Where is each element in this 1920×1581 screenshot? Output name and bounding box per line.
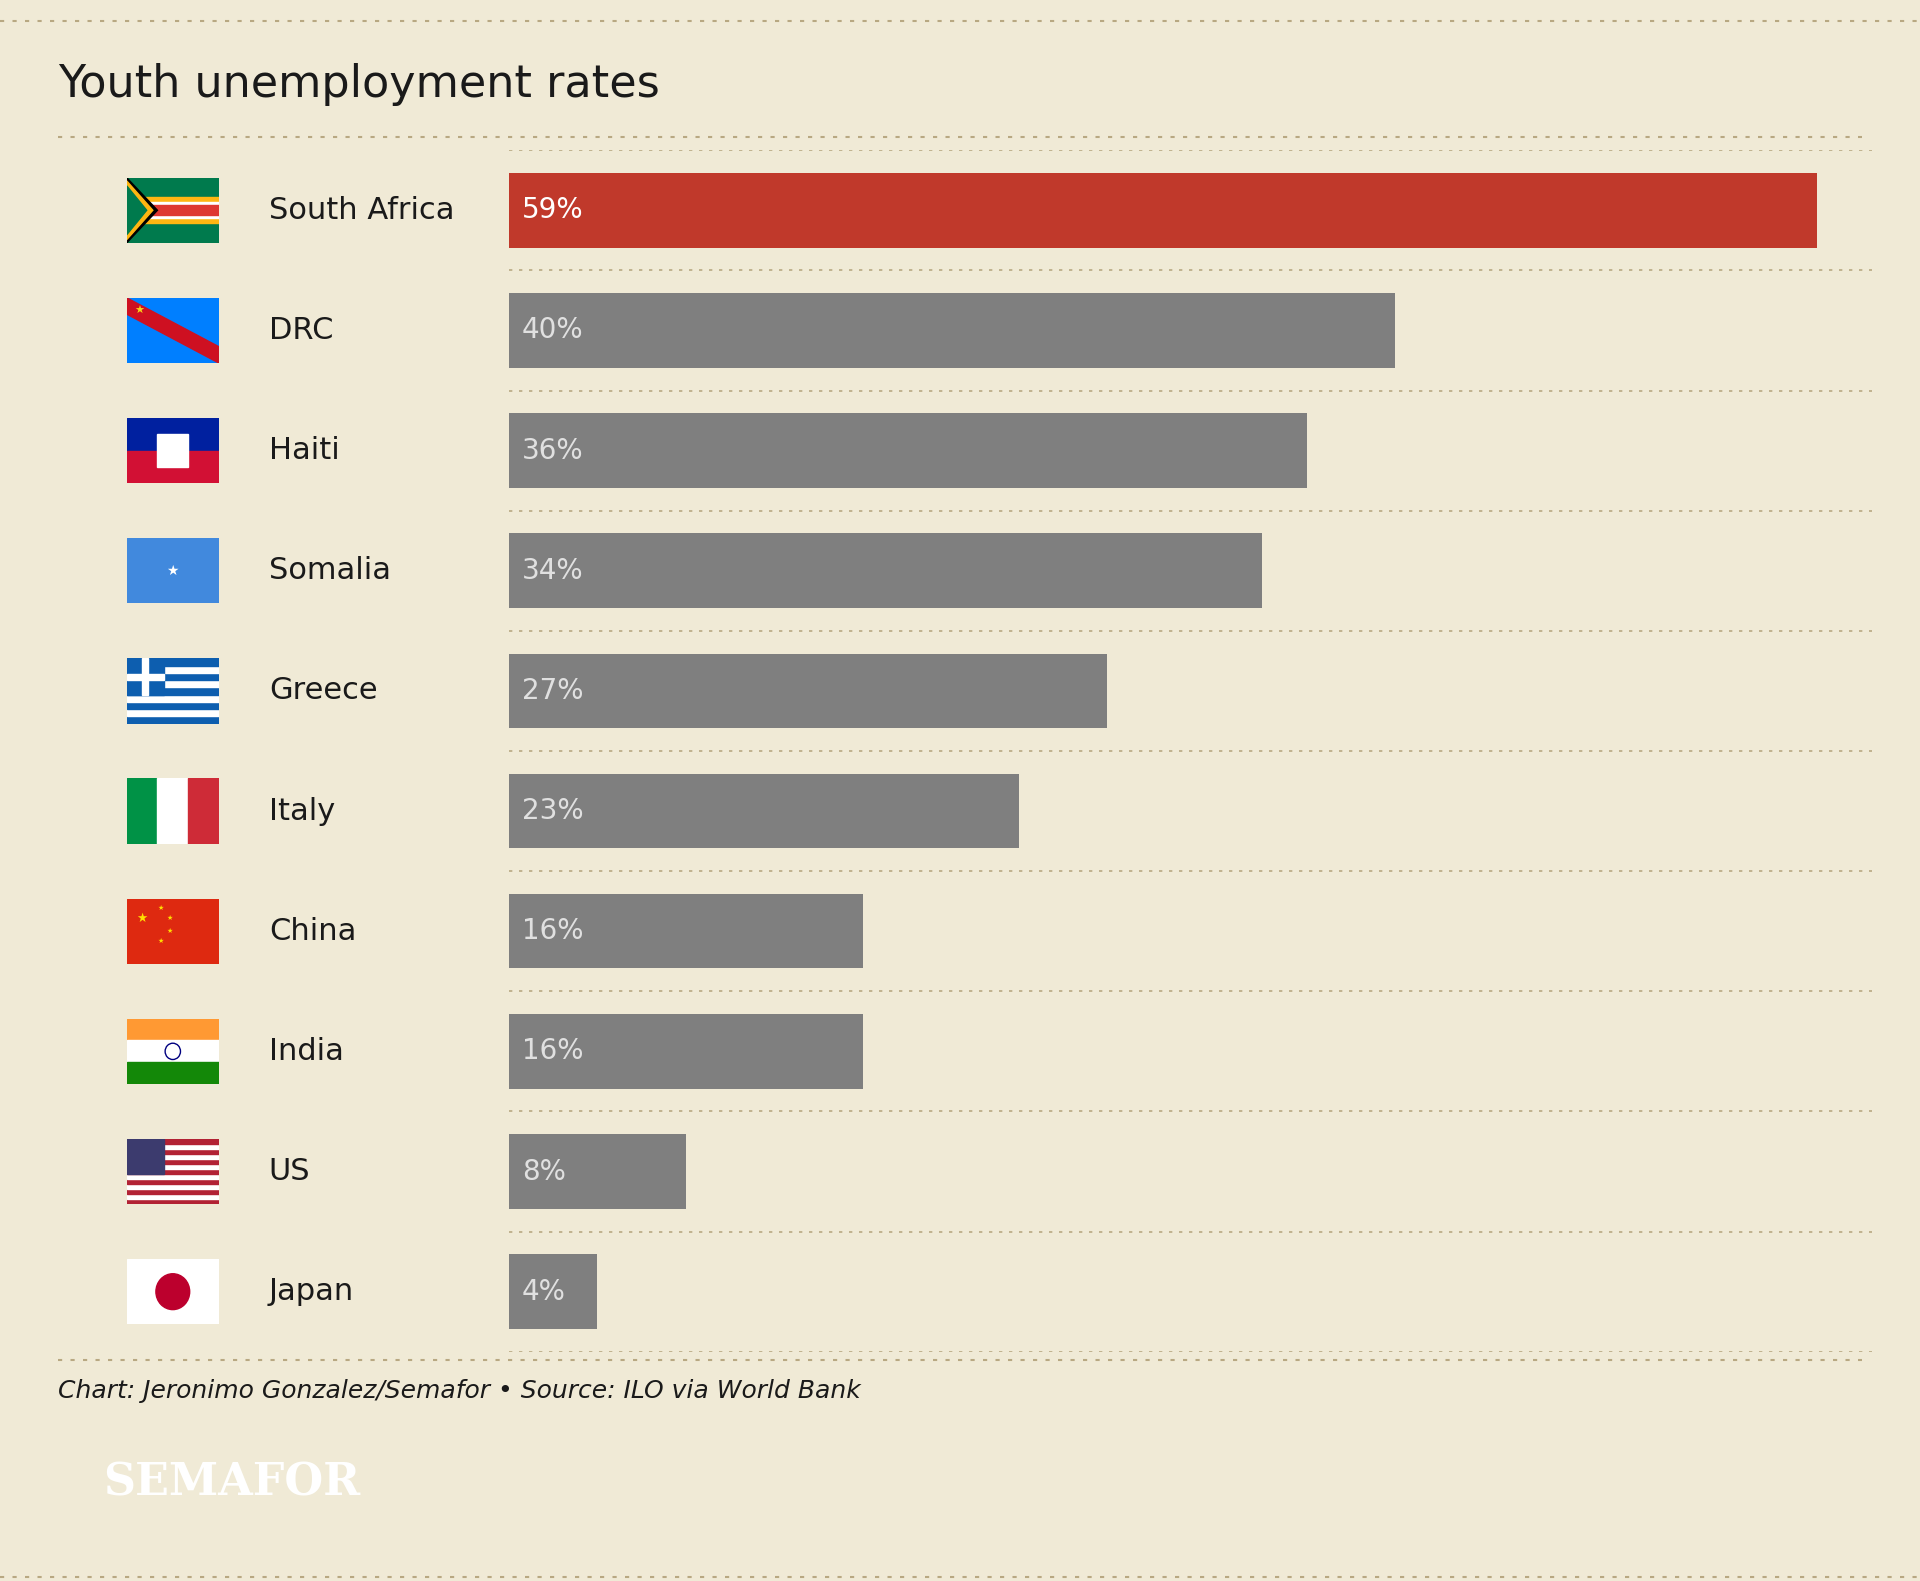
Text: ★: ★ <box>167 915 173 922</box>
Bar <box>509 1254 597 1330</box>
Text: 59%: 59% <box>522 196 584 225</box>
Polygon shape <box>127 180 154 240</box>
Bar <box>127 1179 219 1184</box>
Bar <box>127 206 219 215</box>
Bar <box>127 702 219 708</box>
Bar <box>127 716 219 724</box>
Text: 4%: 4% <box>522 1277 566 1306</box>
Bar <box>127 417 219 451</box>
Bar <box>127 1062 219 1085</box>
Bar <box>127 1164 219 1168</box>
Bar <box>127 451 219 484</box>
Text: 16%: 16% <box>522 917 584 945</box>
Bar <box>509 533 1263 609</box>
Text: Greece: Greece <box>269 677 378 705</box>
Bar <box>127 658 163 694</box>
Polygon shape <box>127 177 157 243</box>
Text: 27%: 27% <box>522 677 584 705</box>
Text: India: India <box>269 1037 344 1066</box>
Text: ★: ★ <box>167 564 179 577</box>
Bar <box>127 1189 219 1194</box>
Bar <box>127 1138 163 1175</box>
Bar <box>509 773 1020 849</box>
Text: 16%: 16% <box>522 1037 584 1066</box>
Text: Chart: Jeronimo Gonzalez/Semafor • Source: ILO via World Bank: Chart: Jeronimo Gonzalez/Semafor • Sourc… <box>58 1379 860 1404</box>
Text: 40%: 40% <box>522 316 584 345</box>
Text: 34%: 34% <box>522 557 584 585</box>
Bar <box>509 172 1816 248</box>
Text: DRC: DRC <box>269 316 334 345</box>
Bar <box>127 1018 219 1040</box>
Bar <box>142 658 148 694</box>
Text: 36%: 36% <box>522 436 584 465</box>
Bar <box>127 1154 219 1159</box>
Bar <box>188 778 219 844</box>
Text: ★: ★ <box>136 912 148 925</box>
Text: Italy: Italy <box>269 797 336 825</box>
Text: 8%: 8% <box>522 1157 566 1186</box>
Bar <box>509 292 1396 368</box>
Text: ★: ★ <box>134 305 144 316</box>
Bar <box>127 1159 219 1164</box>
Bar <box>127 1138 219 1145</box>
Bar <box>127 708 219 716</box>
Text: SEMAFOR: SEMAFOR <box>104 1461 359 1505</box>
Bar <box>127 1145 219 1149</box>
Text: China: China <box>269 917 357 945</box>
Bar <box>127 688 219 694</box>
Bar <box>509 413 1308 489</box>
Bar <box>127 1184 219 1189</box>
Text: South Africa: South Africa <box>269 196 455 225</box>
Bar <box>127 1040 219 1062</box>
Text: 23%: 23% <box>522 797 584 825</box>
Bar <box>127 674 163 680</box>
Bar <box>127 1168 219 1175</box>
Bar <box>127 1198 219 1205</box>
Text: Somalia: Somalia <box>269 557 392 585</box>
Text: Japan: Japan <box>269 1277 353 1306</box>
Text: US: US <box>269 1157 311 1186</box>
Polygon shape <box>127 187 146 234</box>
Text: ★: ★ <box>167 928 173 934</box>
Bar <box>509 1013 864 1089</box>
Bar <box>127 680 219 688</box>
Circle shape <box>156 1274 190 1309</box>
Bar <box>157 778 188 844</box>
Bar <box>127 658 219 666</box>
Text: Haiti: Haiti <box>269 436 340 465</box>
Bar <box>127 198 219 223</box>
Bar <box>127 778 157 844</box>
Bar <box>509 653 1108 729</box>
Bar <box>127 666 219 674</box>
Bar <box>509 893 864 969</box>
Bar <box>157 435 188 466</box>
Text: ★: ★ <box>157 938 163 944</box>
Bar <box>127 674 219 680</box>
Bar <box>127 1175 219 1179</box>
Bar <box>127 1149 219 1154</box>
Bar <box>509 1134 685 1209</box>
Bar <box>127 202 219 218</box>
Bar <box>127 694 219 702</box>
Bar <box>127 1194 219 1198</box>
Text: ★: ★ <box>157 906 163 911</box>
Text: Youth unemployment rates: Youth unemployment rates <box>58 63 659 106</box>
Polygon shape <box>127 297 219 364</box>
